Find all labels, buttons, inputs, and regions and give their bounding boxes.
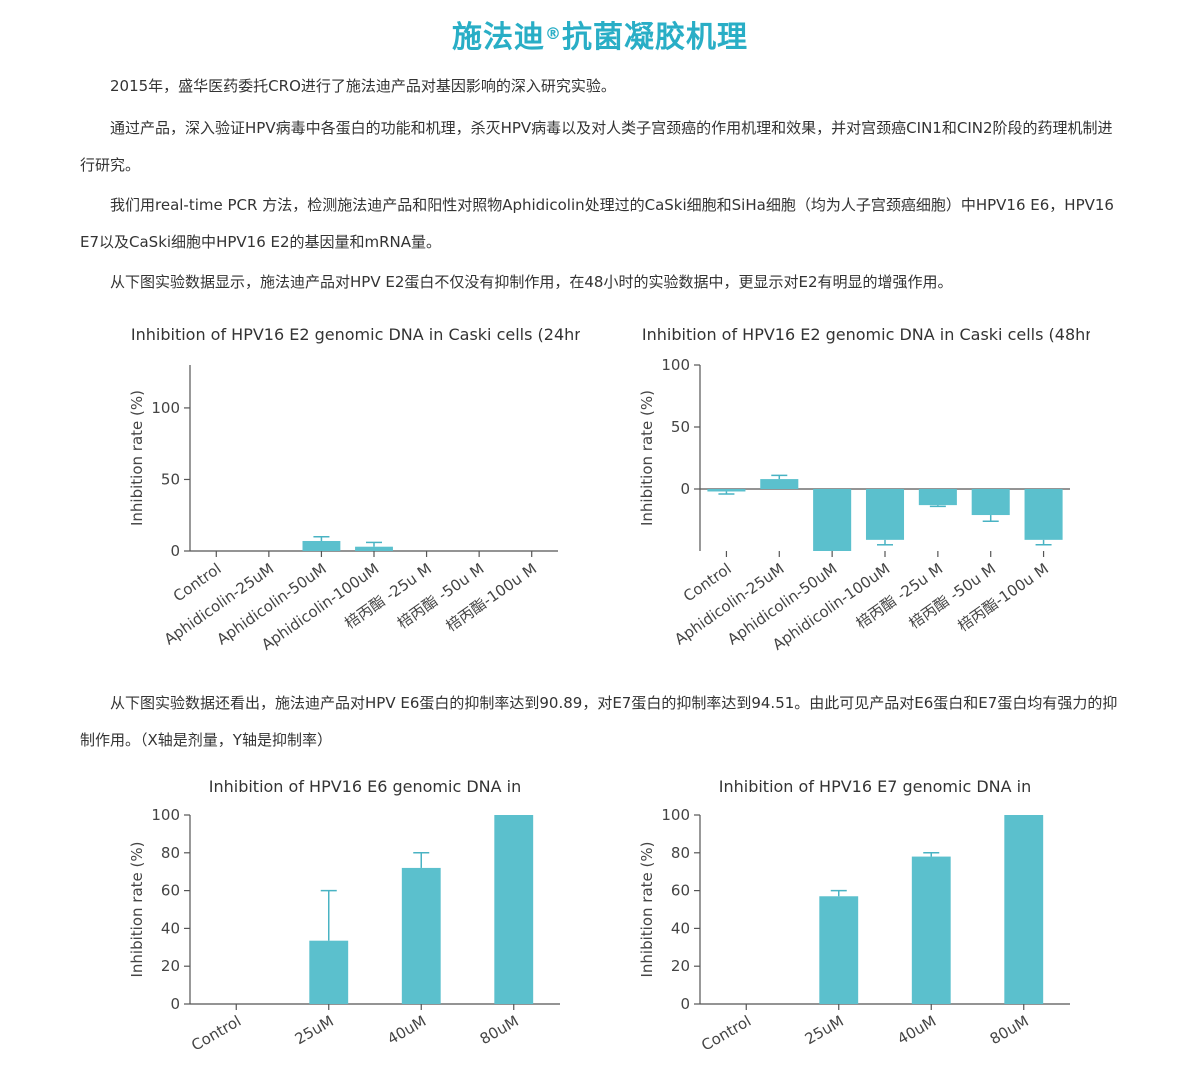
chart-e6: Inhibition of HPV16 E6 genomic DNA in Inh…: [110, 770, 580, 1070]
x-tick-label: 棓丙酯-100u M: [443, 560, 540, 636]
chart-svg: Inhibition of HPV16 E7 genomic DNA in Inh…: [638, 777, 1070, 1055]
x-tick-label: 40uM: [894, 1012, 939, 1048]
page-title: 施法迪®抗菌凝胶机理: [0, 12, 1200, 56]
bar: [309, 940, 349, 1004]
y-tick-label: 0: [170, 542, 180, 560]
y-tick-label: 100: [151, 399, 180, 417]
y-axis-title: Inhibition rate (%): [128, 390, 146, 526]
x-tick-label: 80uM: [477, 1012, 522, 1048]
y-tick-label: 50: [161, 470, 180, 488]
paragraph-purpose: 通过产品，深入验证HPV病毒中各蛋白的功能和机理，杀灭HPV病毒以及对人类子宫颈…: [80, 119, 1113, 174]
y-tick-label: 100: [661, 356, 690, 374]
x-tick-label: Control: [698, 1012, 754, 1055]
chart-e2-48hr: Inhibition of HPV16 E2 genomic DNA in Ca…: [620, 318, 1090, 678]
bar: [819, 896, 859, 1004]
y-tick-label: 40: [671, 919, 690, 937]
chart-svg: Inhibition of HPV16 E2 genomic DNA in Ca…: [638, 325, 1090, 654]
paragraph-e6-e7-result: 从下图实验数据还看出，施法迪产品对HPV E6蛋白的抑制率达到90.89，对E7…: [80, 694, 1118, 749]
x-tick-label: 棓丙酯-100u M: [954, 560, 1051, 636]
bar: [707, 489, 746, 492]
chart-title: Inhibition of HPV16 E6 genomic DNA in: [209, 777, 521, 796]
bar: [760, 479, 799, 489]
y-tick-label: 60: [671, 882, 690, 900]
y-tick-label: 0: [680, 480, 690, 498]
chart-title: Inhibition of HPV16 E2 genomic DNA in Ca…: [131, 325, 580, 344]
chart-title: Inhibition of HPV16 E2 genomic DNA in Ca…: [642, 325, 1090, 344]
y-axis-title: Inhibition rate (%): [638, 390, 656, 526]
chart-title: Inhibition of HPV16 E7 genomic DNA in: [719, 777, 1031, 796]
title-main: 施法迪: [452, 20, 545, 55]
y-tick-label: 40: [161, 919, 180, 937]
bar: [971, 489, 1010, 516]
x-tick-label: 25uM: [802, 1012, 847, 1048]
y-tick-label: 80: [671, 844, 690, 862]
bar: [911, 856, 951, 1004]
y-axis-title: Inhibition rate (%): [638, 842, 656, 978]
bar: [355, 546, 393, 551]
paragraph-intro: 2015年，盛华医药委托CRO进行了施法迪产品对基因影响的深入研究实验。: [110, 77, 616, 95]
bar: [302, 540, 341, 551]
y-tick-label: 20: [161, 957, 180, 975]
bar: [813, 489, 852, 551]
x-tick-label: 80uM: [987, 1012, 1032, 1048]
chart-svg: Inhibition of HPV16 E6 genomic DNA in Inh…: [128, 777, 560, 1055]
y-axis-title: Inhibition rate (%): [128, 842, 146, 978]
y-tick-label: 50: [671, 418, 690, 436]
x-tick-label: Control: [188, 1012, 244, 1055]
bar: [1024, 489, 1063, 540]
y-tick-label: 0: [170, 995, 180, 1013]
y-tick-label: 100: [661, 806, 690, 824]
y-tick-label: 60: [161, 882, 180, 900]
bar: [1004, 815, 1044, 1004]
y-tick-label: 20: [671, 957, 690, 975]
x-tick-label: 25uM: [292, 1012, 337, 1048]
y-tick-label: 0: [680, 995, 690, 1013]
bar: [401, 867, 441, 1004]
paragraph-method: 我们用real-time PCR 方法，检测施法迪产品和阳性对照物Aphidic…: [80, 196, 1114, 251]
title-rest: 抗菌凝胶机理: [562, 20, 748, 55]
chart-e7: Inhibition of HPV16 E7 genomic DNA in Inh…: [620, 770, 1090, 1070]
bar: [865, 489, 905, 540]
bar: [494, 815, 534, 1004]
chart-svg: Inhibition of HPV16 E2 genomic DNA in Ca…: [128, 325, 580, 654]
x-tick-label: 40uM: [384, 1012, 429, 1048]
registered-mark: ®: [545, 24, 562, 43]
y-tick-label: 100: [151, 806, 180, 824]
chart-e2-24hr: Inhibition of HPV16 E2 genomic DNA in Ca…: [110, 318, 580, 678]
y-tick-label: 80: [161, 844, 180, 862]
paragraph-e2-result: 从下图实验数据显示，施法迪产品对HPV E2蛋白不仅没有抑制作用，在48小时的实…: [110, 273, 953, 291]
bar: [918, 489, 957, 506]
